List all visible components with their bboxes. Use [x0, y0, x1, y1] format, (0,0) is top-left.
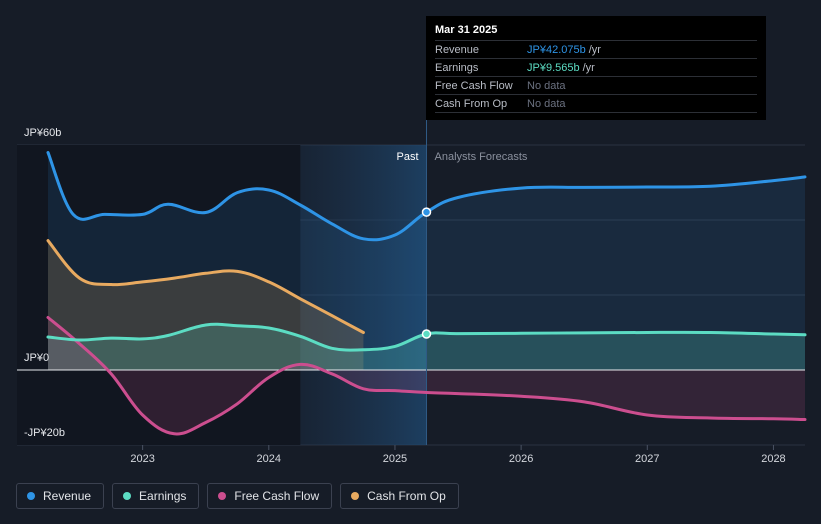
- past-highlight-region: [300, 145, 427, 445]
- tooltip-label: Revenue: [435, 43, 480, 56]
- data-tooltip: Mar 31 2025 Revenue JP¥42.075b/yr Earnin…: [426, 16, 766, 120]
- legend-item-revenue[interactable]: Revenue: [16, 483, 105, 509]
- y-tick-label: JP¥60b: [24, 127, 61, 139]
- tooltip-row-revenue: Revenue JP¥42.075b/yr: [435, 40, 757, 58]
- forecast-label: Analysts Forecasts: [435, 151, 528, 163]
- tooltip-value: JP¥9.565b: [527, 61, 580, 74]
- tooltip-value: JP¥42.075b: [527, 43, 586, 56]
- legend-label: Cash From Op: [367, 489, 446, 503]
- tooltip-row-earnings: Earnings JP¥9.565b/yr: [435, 58, 757, 76]
- legend-item-cash-from-op[interactable]: Cash From Op: [340, 483, 459, 509]
- tooltip-row-free-cash-flow: Free Cash Flow No data: [435, 76, 757, 94]
- x-tick-label: 2025: [383, 453, 407, 465]
- y-tick-label: JP¥0: [24, 352, 49, 364]
- legend-dot-icon: [27, 492, 35, 500]
- legend-dot-icon: [123, 492, 132, 500]
- legend-label: Earnings: [139, 489, 187, 503]
- tooltip-label: Cash From Op: [435, 97, 508, 110]
- legend-dot-icon: [351, 492, 360, 500]
- line-cash-from-op: [46, 239, 365, 334]
- legend-dot-icon: [218, 492, 227, 500]
- x-tick-label: 2026: [509, 453, 533, 465]
- marker-revenue: [421, 207, 432, 217]
- legend-label: Free Cash Flow: [234, 489, 320, 503]
- x-tick-label: 2024: [257, 453, 281, 465]
- legend-label: Revenue: [43, 489, 92, 503]
- axis-labels: JP¥60b JP¥0 -JP¥20b 2023 2024 2025 2026 2027 202…: [24, 127, 786, 465]
- line-free-cash-flow: [46, 316, 807, 436]
- x-tick-label: 2028: [761, 453, 785, 465]
- series-markers: [421, 207, 432, 339]
- x-tick-label: 2023: [130, 453, 154, 465]
- tooltip-unit: /yr: [588, 43, 601, 56]
- line-revenue: [46, 151, 807, 242]
- tooltip-label: Earnings: [435, 61, 479, 74]
- past-label: Past: [396, 151, 418, 163]
- tooltip-unit: /yr: [582, 61, 595, 74]
- tooltip-label: Free Cash Flow: [435, 79, 513, 92]
- series-lines: [46, 151, 807, 436]
- tooltip-date: Mar 31 2025: [435, 24, 498, 36]
- y-tick-label: -JP¥20b: [24, 427, 65, 439]
- x-tick-label: 2027: [635, 453, 659, 465]
- tooltip-value: No data: [527, 79, 566, 92]
- tooltip-value: No data: [527, 97, 566, 110]
- chart-legend: Revenue Earnings Free Cash Flow Cash Fro…: [16, 483, 459, 509]
- marker-earnings: [421, 329, 432, 339]
- legend-item-earnings[interactable]: Earnings: [112, 483, 200, 509]
- tooltip-row-cash-from-op: Cash From Op No data: [435, 94, 757, 113]
- legend-item-free-cash-flow[interactable]: Free Cash Flow: [207, 483, 333, 509]
- line-earnings: [46, 322, 807, 352]
